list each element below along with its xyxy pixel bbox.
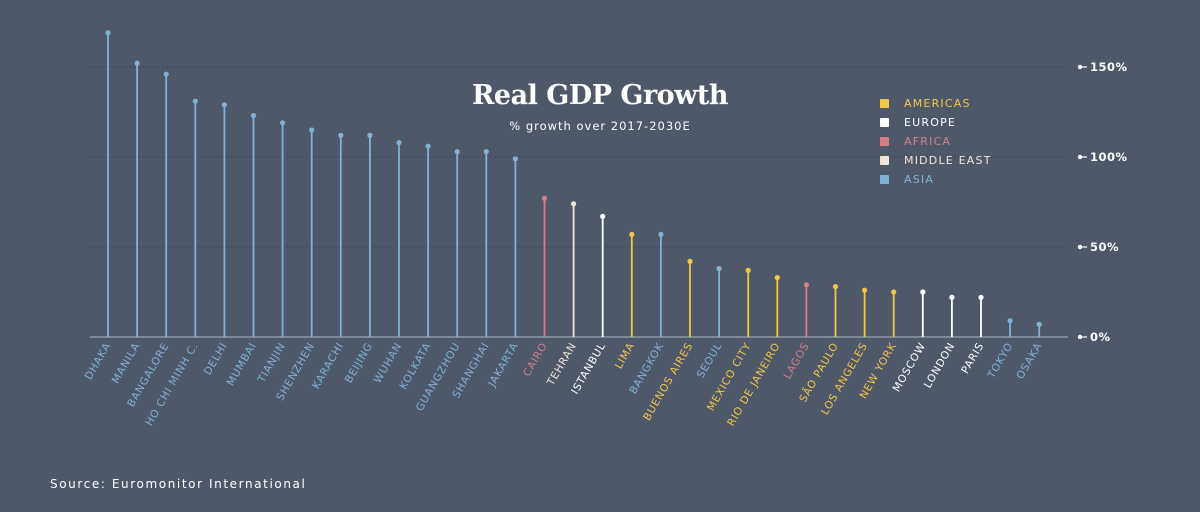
dot-new-york: [891, 289, 897, 295]
dot-karachi: [338, 132, 344, 138]
legend-label-americas: AMERICAS: [904, 97, 971, 110]
chart-title: Real GDP Growth: [471, 80, 729, 111]
x-label-lagos: LAGOS: [782, 341, 812, 382]
x-label-cairo: CAIRO: [521, 341, 550, 379]
dot-tianjin: [280, 120, 286, 126]
dot-s-o-paulo: [832, 284, 839, 290]
x-label-seoul: SEOUL: [695, 341, 725, 381]
legend-label-middle-east: MIDDLE EAST: [904, 154, 992, 167]
dot-seoul: [716, 266, 722, 272]
legend: AMERICAS EUROPE AFRICA MIDDLE EAST ASIA: [880, 94, 992, 189]
dot-mexico-city: [745, 267, 751, 273]
dot-tokyo: [1007, 318, 1013, 324]
y-tick-label-0-pct: 0%: [1090, 330, 1111, 344]
x-label-paris: PARIS: [959, 341, 986, 376]
x-label-ho-chi-minh-c: HO CHI MINH C.: [143, 341, 201, 429]
dot-rio-de-janeiro: [774, 275, 780, 281]
dot-delhi: [221, 102, 227, 108]
legend-item-africa: AFRICA: [880, 132, 992, 151]
dot-istanbul: [600, 213, 606, 219]
x-label-tokyo: TOKYO: [985, 341, 1016, 382]
legend-label-europe: EUROPE: [904, 116, 957, 129]
dot-tehran: [571, 201, 577, 207]
dot-shanghai: [483, 149, 489, 155]
dot-manila: [134, 60, 140, 66]
x-label-tianjin: TIANJIN: [255, 341, 288, 386]
dot-cairo: [541, 195, 548, 201]
y-tick-label-100-pct: 100%: [1090, 150, 1128, 164]
dot-lagos: [803, 282, 810, 288]
legend-item-asia: ASIA: [880, 170, 992, 189]
x-label-delhi: DELHI: [202, 341, 230, 378]
legend-swatch-europe: [880, 118, 889, 127]
dot-mumbai: [250, 113, 257, 119]
legend-swatch-middle-east: [880, 156, 889, 165]
legend-swatch-americas: [880, 99, 889, 108]
y-tick-label-50-pct: 50%: [1090, 240, 1119, 254]
dot-guangzhou: [454, 149, 460, 155]
legend-swatch-africa: [880, 137, 889, 146]
dot-bangalore: [163, 71, 169, 77]
dot-lima: [629, 231, 635, 237]
legend-item-europe: EUROPE: [880, 113, 992, 132]
legend-label-africa: AFRICA: [904, 135, 952, 148]
dot-shenzhen: [309, 127, 315, 133]
dot-moscow: [920, 289, 926, 295]
x-label-rio-de-janeiro: RIO DE JANEIRO: [725, 341, 783, 429]
dot-ho-chi-minh-c: [192, 98, 198, 104]
dot-wuhan: [396, 140, 402, 146]
dot-osaka: [1036, 321, 1042, 327]
x-label-mumbai: MUMBAI: [225, 341, 259, 389]
dot-beijing: [367, 132, 373, 138]
x-label-manila: MANILA: [110, 340, 143, 385]
source-note: Source: Euromonitor International: [50, 477, 307, 491]
legend-item-americas: AMERICAS: [880, 94, 992, 113]
x-label-wuhan: WUHAN: [372, 341, 405, 386]
x-label-osaka: OSAKA: [1014, 340, 1044, 381]
x-label-lima: LIMA: [613, 340, 638, 371]
dot-paris: [978, 294, 984, 300]
dot-bangkok: [658, 231, 664, 237]
legend-label-asia: ASIA: [904, 173, 935, 186]
dot-jakarta: [512, 156, 519, 162]
legend-swatch-asia: [880, 175, 889, 184]
x-label-dhaka: DHAKA: [83, 340, 114, 382]
y-tick-label-150-pct: 150%: [1090, 60, 1128, 74]
dot-los-angeles: [862, 287, 868, 293]
dot-buenos-aires: [687, 258, 693, 264]
chart-subtitle: % growth over 2017-2030E: [509, 119, 691, 133]
dot-london: [949, 294, 955, 300]
dot-kolkata: [425, 143, 431, 149]
legend-item-middle-east: MIDDLE EAST: [880, 151, 992, 170]
x-label-beijing: BEIJING: [343, 341, 376, 386]
dot-dhaka: [105, 30, 111, 36]
